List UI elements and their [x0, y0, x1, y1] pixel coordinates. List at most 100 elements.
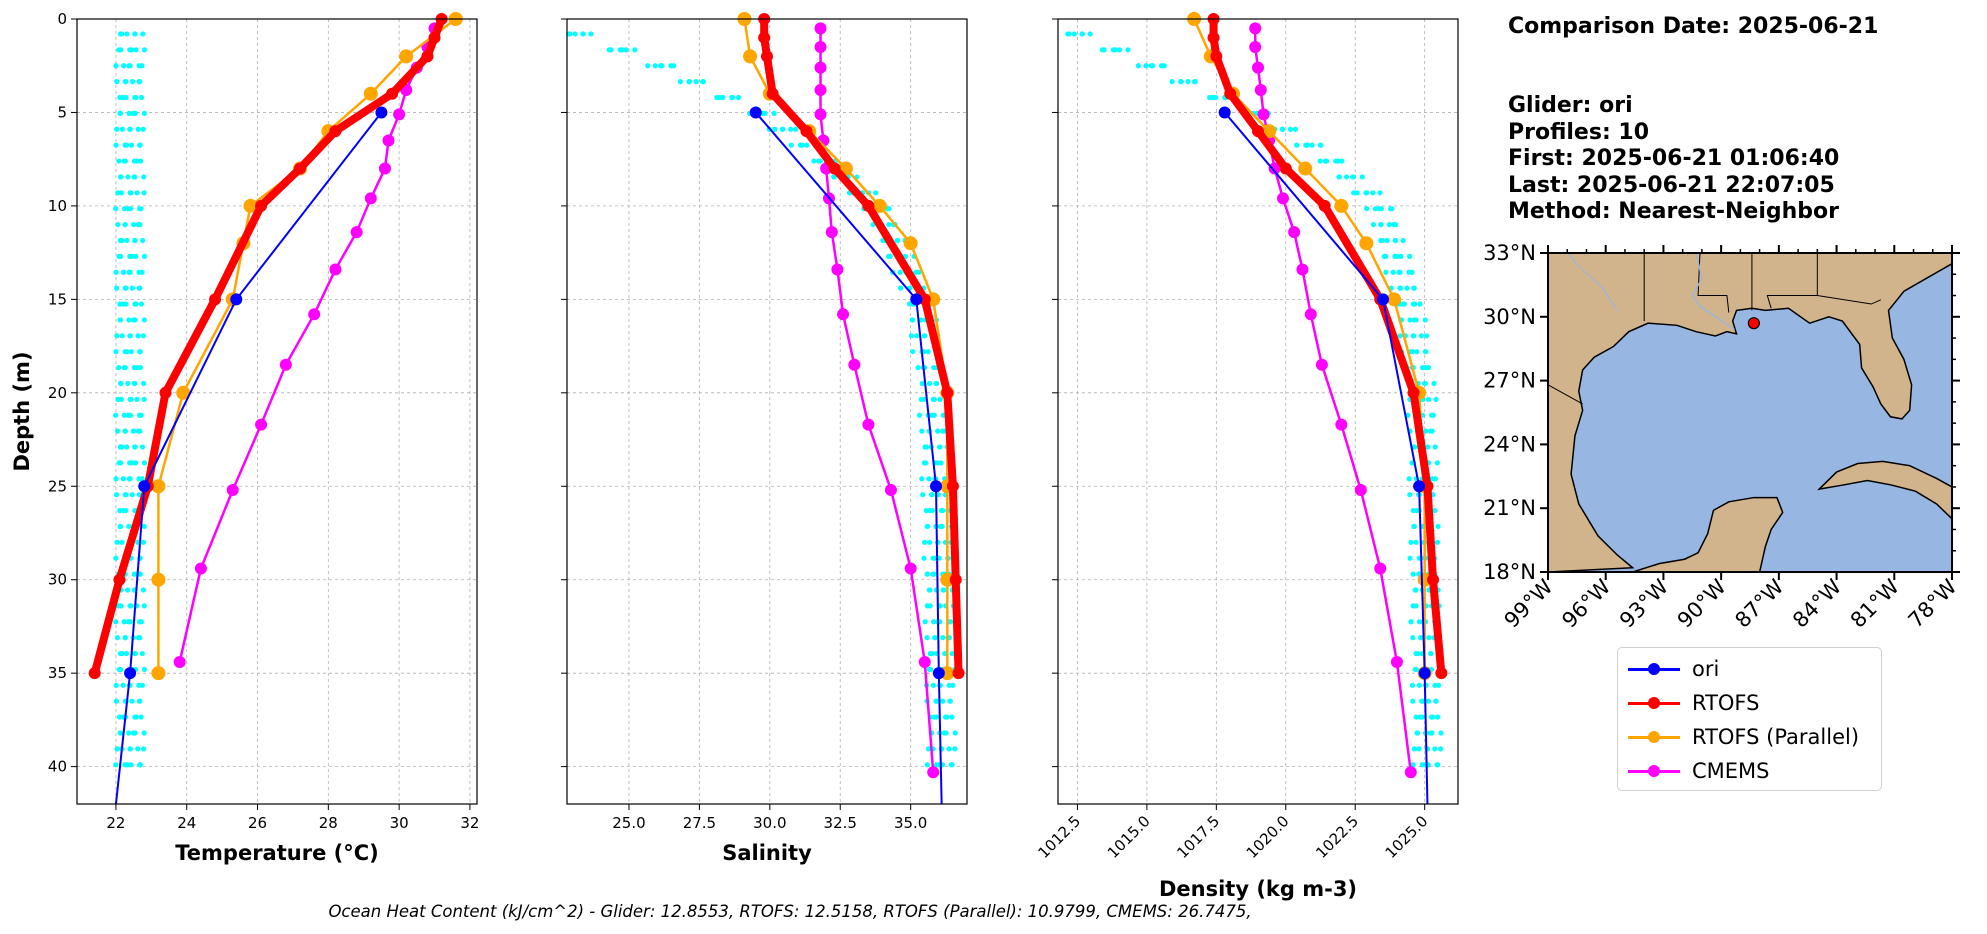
- glider-raw-point: [1416, 746, 1422, 752]
- glider-raw-point: [138, 301, 145, 307]
- series-point: [918, 293, 931, 306]
- series-point: [1421, 480, 1434, 493]
- glider-raw-point: [137, 428, 143, 434]
- series-point: [1279, 162, 1292, 175]
- legend-item-rtofs: RTOFS: [1618, 686, 1881, 720]
- x-axis-label: Density (kg m-3): [1159, 877, 1357, 901]
- legend-item-ori: ori: [1618, 652, 1881, 686]
- glider-raw-point: [137, 635, 143, 641]
- series-point: [814, 41, 827, 54]
- glider-raw-point: [1169, 79, 1175, 85]
- series-point: [151, 666, 166, 681]
- glider-raw-point: [793, 126, 799, 132]
- glider-raw-point: [140, 746, 147, 752]
- glider-raw-point: [129, 47, 135, 53]
- glider-raw-point: [1407, 253, 1413, 259]
- lat-tick-label: 27°N: [1483, 369, 1536, 393]
- y-tick-label: 5: [57, 103, 67, 121]
- glider-raw-point: [125, 380, 131, 387]
- glider-raw-point: [887, 253, 893, 259]
- series-point: [1407, 386, 1420, 399]
- x-tick-label: 1017.5: [1173, 812, 1223, 862]
- glider-raw-point: [1422, 317, 1428, 323]
- glider-raw-point: [141, 460, 148, 466]
- glider-raw-point: [931, 412, 937, 418]
- glider-raw-point: [124, 762, 130, 768]
- glider-raw-point: [123, 79, 129, 85]
- glider-raw-point: [113, 269, 119, 275]
- series-point: [399, 49, 414, 64]
- glider-raw-point: [132, 110, 138, 116]
- glider-raw-point: [113, 762, 119, 768]
- y-axis-label: Depth (m): [10, 351, 34, 471]
- glider-raw-point: [119, 31, 125, 37]
- glider-raw-point: [1407, 555, 1413, 561]
- glider-raw-point: [925, 349, 931, 355]
- glider-raw-point: [943, 730, 949, 736]
- glider-raw-point: [1430, 412, 1436, 418]
- series-point: [941, 386, 954, 399]
- glider-raw-point: [930, 619, 937, 625]
- glider-raw-point: [1379, 237, 1385, 244]
- series-point: [428, 31, 441, 44]
- series-point: [904, 562, 917, 575]
- glider-raw-point: [940, 698, 946, 704]
- glider-raw-point: [1370, 221, 1377, 228]
- glider-raw-point: [924, 635, 930, 641]
- series-point: [226, 484, 239, 496]
- glider-raw-point: [1434, 539, 1441, 545]
- glider-raw-point: [120, 63, 127, 69]
- series-point: [1334, 198, 1349, 213]
- glider-raw-point: [1424, 333, 1430, 339]
- y-tick-label: 35: [48, 664, 67, 682]
- glider-raw-point: [1435, 762, 1441, 768]
- glider-raw-point: [141, 47, 148, 53]
- series-point: [294, 162, 307, 175]
- glider-raw-point: [930, 682, 936, 688]
- series-line-cmems: [819, 28, 935, 773]
- glider-raw-point: [141, 603, 147, 609]
- glider-raw-point: [125, 587, 131, 593]
- glider-raw-point: [686, 79, 693, 85]
- interpolation-method: Method: Nearest-Neighbor: [1508, 199, 1839, 224]
- glider-raw-point: [137, 158, 144, 164]
- glider-raw-point: [937, 396, 943, 402]
- glider-raw-point: [1426, 635, 1432, 641]
- glider-raw-point: [1398, 253, 1404, 259]
- series-point: [209, 293, 222, 306]
- glider-raw-point: [1434, 460, 1440, 466]
- series-point: [176, 385, 191, 400]
- series-point: [766, 87, 779, 100]
- glider-raw-point: [1431, 380, 1437, 387]
- glider-raw-point: [128, 349, 134, 355]
- glider-raw-point: [129, 79, 136, 85]
- series-point: [138, 480, 151, 493]
- glider-raw-point: [804, 142, 810, 148]
- series-point: [113, 573, 126, 586]
- glider-raw-point: [138, 94, 145, 101]
- glider-raw-point: [132, 237, 138, 244]
- glider-raw-point: [580, 31, 586, 37]
- glider-raw-point: [1432, 476, 1438, 482]
- glider-raw-point: [119, 444, 125, 450]
- glider-raw-point: [873, 190, 879, 196]
- glider-raw-point: [1354, 190, 1360, 196]
- glider-raw-point: [788, 126, 794, 132]
- glider-raw-point: [1383, 269, 1389, 275]
- glider-raw-point: [1438, 730, 1444, 736]
- series-point: [1298, 161, 1313, 176]
- series-point: [364, 192, 377, 205]
- glider-raw-point: [117, 666, 124, 673]
- legend-swatch-marker: [1648, 663, 1660, 675]
- glider-raw-point: [1425, 444, 1431, 450]
- series-point: [382, 134, 395, 147]
- glider-raw-point: [138, 619, 144, 625]
- glider-raw-point: [914, 333, 920, 339]
- legend-swatch-marker: [1648, 731, 1660, 743]
- y-tick-label: 30: [48, 571, 67, 589]
- glider-raw-point: [920, 380, 926, 387]
- series-point: [872, 198, 887, 213]
- glider-raw-point: [1213, 94, 1219, 101]
- glider-raw-point: [922, 539, 928, 545]
- glider-raw-point: [122, 158, 128, 164]
